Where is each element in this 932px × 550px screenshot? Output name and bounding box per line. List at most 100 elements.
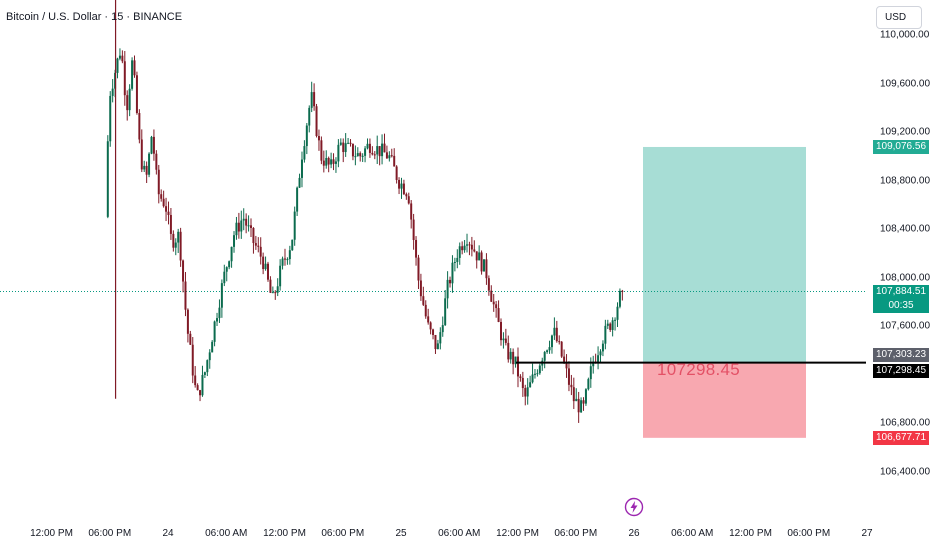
entry-badge: 107,298.45 (873, 363, 929, 378)
candle (366, 138, 369, 150)
take-profit-badge: 109,076.56 (873, 139, 929, 154)
candle (109, 91, 112, 147)
symbol-title: Bitcoin / U.S. Dollar · 15 · BINANCE (6, 11, 183, 23)
time-tick-label: 12:00 PM (496, 528, 539, 539)
candle (242, 208, 245, 231)
time-tick-label: 24 (162, 528, 174, 539)
candle (412, 213, 415, 250)
candle (131, 57, 134, 91)
currency-button[interactable]: USD (876, 6, 922, 29)
candle (502, 332, 505, 349)
candle (247, 215, 250, 232)
candle (257, 237, 260, 253)
candle (524, 384, 527, 406)
time-tick-label: 06:00 AM (205, 528, 248, 539)
candle (463, 239, 466, 253)
candle (245, 213, 248, 234)
candle (317, 129, 320, 151)
candle (512, 348, 515, 375)
candle (199, 389, 202, 402)
candle (300, 151, 303, 188)
price-tick-label: 108,800.00 (880, 175, 931, 186)
candle (167, 201, 170, 225)
candle (269, 276, 272, 294)
candle (536, 369, 539, 377)
candle (592, 355, 595, 374)
candle (223, 264, 226, 287)
time-tick-label: 06:00 AM (671, 528, 714, 539)
candle (424, 300, 427, 319)
candle (538, 363, 541, 375)
candle (395, 165, 398, 184)
candle (313, 83, 316, 111)
candle (388, 151, 391, 162)
candle (550, 334, 553, 354)
candle (111, 79, 114, 103)
time-tick-label: 12:00 PM (263, 528, 306, 539)
candle (133, 55, 136, 78)
candle (480, 250, 483, 275)
candle (225, 266, 228, 282)
candle (497, 300, 500, 323)
candle (281, 256, 284, 270)
candle (456, 249, 459, 269)
candle (368, 138, 371, 158)
candle (356, 147, 359, 157)
candle (291, 239, 294, 251)
price-tick-label: 106,800.00 (880, 417, 931, 429)
candle (252, 227, 255, 254)
candle (194, 366, 197, 388)
candle (572, 377, 575, 410)
candle (201, 365, 204, 397)
candle (274, 290, 277, 300)
candle (473, 240, 476, 253)
candle (533, 368, 536, 379)
candles (106, 0, 624, 423)
candle (184, 272, 187, 317)
lightning-icon[interactable] (624, 497, 644, 517)
candle (259, 237, 262, 265)
candle (298, 173, 301, 188)
candle (485, 253, 488, 285)
candle (155, 150, 158, 175)
candle (283, 248, 286, 266)
candle (330, 152, 333, 169)
candle (582, 397, 585, 411)
candle (609, 322, 612, 332)
candle (434, 334, 437, 354)
candle (427, 308, 430, 325)
candle (128, 84, 131, 117)
candle (174, 238, 177, 256)
candle (196, 383, 199, 391)
candle (191, 337, 194, 384)
candle (310, 81, 313, 113)
candle (439, 327, 442, 350)
candle (349, 139, 352, 147)
candle (208, 349, 211, 369)
price-tick-label: 106,400.00 (880, 466, 931, 477)
candle (169, 207, 172, 240)
candle (296, 186, 299, 216)
current-price-badge: 107,884.51 00:35 (873, 284, 929, 313)
candle (410, 200, 413, 229)
candle (218, 299, 221, 324)
candle (220, 279, 223, 318)
price-tick-label: 108,400.00 (880, 223, 931, 235)
loss-zone[interactable] (643, 362, 806, 438)
profit-zone[interactable] (643, 146, 806, 363)
candle (529, 375, 532, 388)
candle (288, 245, 291, 265)
candle (211, 340, 214, 353)
candle (449, 276, 452, 288)
candle (543, 350, 546, 369)
candle (577, 391, 580, 423)
candle (148, 152, 151, 178)
time-tick-label: 06:00 PM (321, 528, 365, 539)
candle (415, 236, 418, 266)
candle (385, 145, 388, 159)
candle (567, 361, 570, 392)
candle (405, 192, 408, 200)
time-tick-label: 26 (628, 528, 640, 539)
entry-upper-badge: 107,303.23 (873, 347, 929, 362)
